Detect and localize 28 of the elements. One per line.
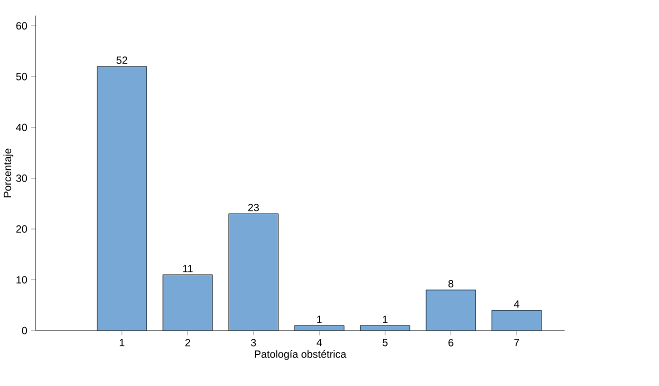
data-label: 4 [514, 300, 520, 308]
y-tick-label: 50 [16, 72, 27, 80]
y-tick-label: 20 [16, 225, 27, 233]
data-label: 11 [183, 264, 193, 272]
x-tick-label: 3 [251, 338, 256, 346]
data-label: 23 [248, 204, 259, 212]
x-tick-label: 4 [316, 338, 322, 346]
y-tick-label: 40 [16, 124, 27, 131]
data-label: 1 [317, 316, 322, 323]
x-tick-label: 7 [514, 338, 520, 346]
bar [492, 310, 542, 330]
x-tick-label: 2 [185, 338, 190, 346]
x-tick-label: 1 [120, 338, 124, 346]
x-tick-label: 5 [382, 338, 388, 346]
y-tick-label: 60 [16, 22, 27, 30]
bar [426, 290, 476, 330]
y-tick-label: 10 [16, 276, 27, 284]
y-axis-title: Porcentaje [3, 148, 14, 198]
x-axis-title: Patología obstétrica [254, 350, 346, 360]
bar [228, 214, 278, 330]
y-tick-label: 0 [22, 326, 27, 334]
bar [97, 66, 147, 330]
data-label: 52 [116, 56, 128, 64]
bar [162, 274, 213, 330]
data-label: 8 [448, 280, 454, 288]
x-tick-label: 6 [448, 338, 454, 346]
y-tick-label: 30 [16, 174, 27, 182]
data-label: 1 [382, 316, 388, 323]
